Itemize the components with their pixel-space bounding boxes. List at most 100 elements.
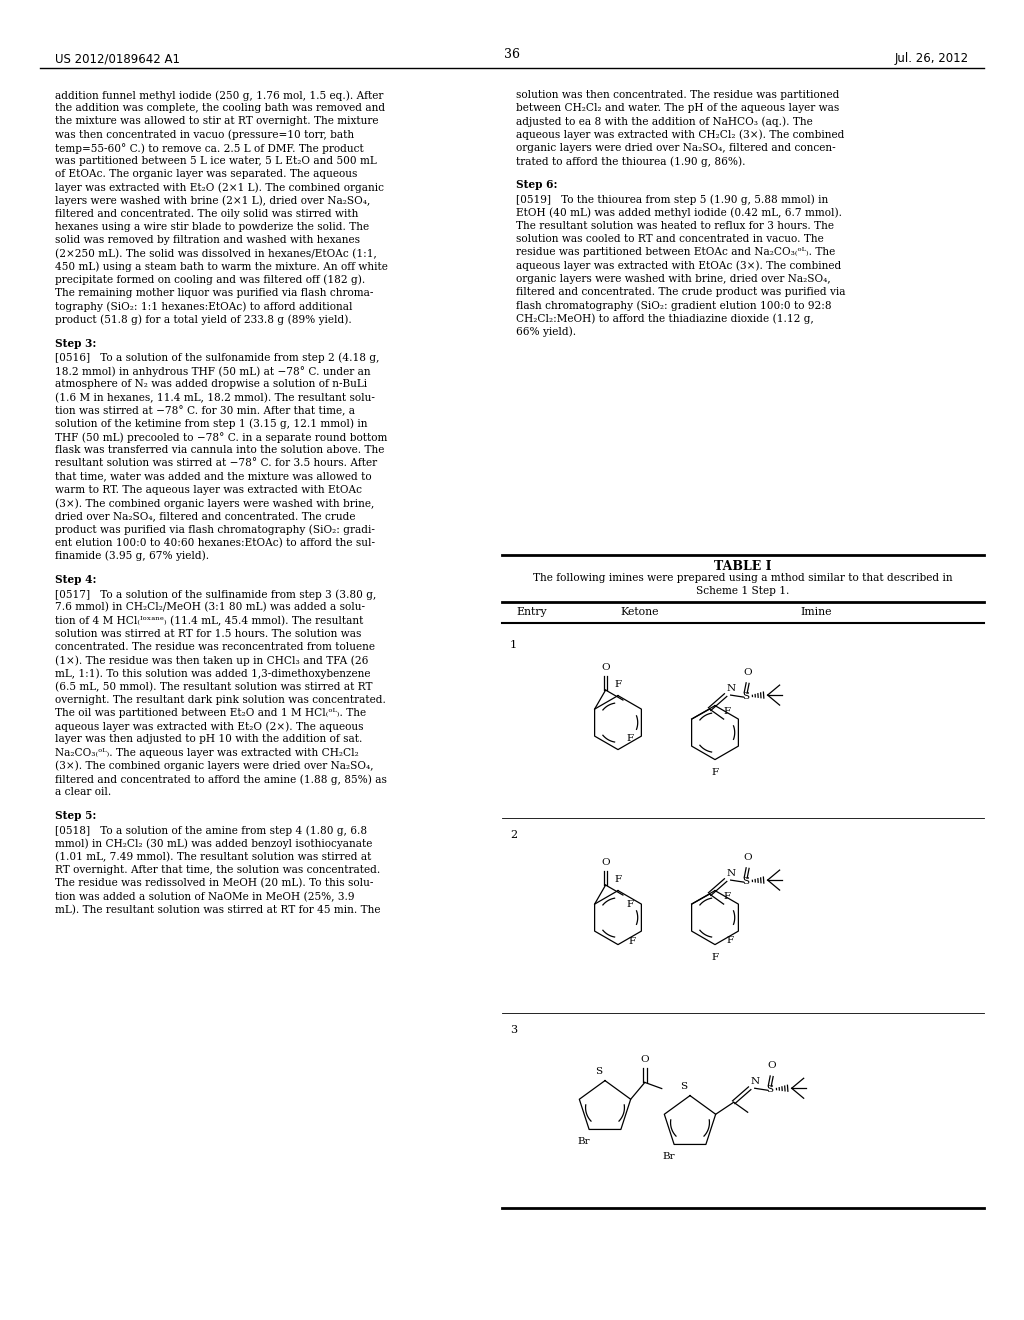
Text: [0516]   To a solution of the sulfonamide from step 2 (4.18 g,: [0516] To a solution of the sulfonamide … bbox=[55, 352, 379, 363]
Text: F: F bbox=[627, 734, 634, 743]
Text: 450 mL) using a steam bath to warm the mixture. An off white: 450 mL) using a steam bath to warm the m… bbox=[55, 261, 388, 272]
Text: tion of 4 M HCl₍ᴵᵒˣᵃⁿᵉ₎ (11.4 mL, 45.4 mmol). The resultant: tion of 4 M HCl₍ᴵᵒˣᵃⁿᵉ₎ (11.4 mL, 45.4 m… bbox=[55, 615, 364, 626]
Text: precipitate formed on cooling and was filtered off (182 g).: precipitate formed on cooling and was fi… bbox=[55, 275, 366, 285]
Text: layer was then adjusted to pH 10 with the addition of sat.: layer was then adjusted to pH 10 with th… bbox=[55, 734, 362, 744]
Text: dried over Na₂SO₄, filtered and concentrated. The crude: dried over Na₂SO₄, filtered and concentr… bbox=[55, 511, 355, 521]
Text: O: O bbox=[743, 668, 752, 677]
Text: F: F bbox=[614, 875, 622, 883]
Text: resultant solution was stirred at −78° C. for 3.5 hours. After: resultant solution was stirred at −78° C… bbox=[55, 458, 377, 469]
Text: organic layers were dried over Na₂SO₄, filtered and concen-: organic layers were dried over Na₂SO₄, f… bbox=[516, 143, 836, 153]
Text: was partitioned between 5 L ice water, 5 L Et₂O and 500 mL: was partitioned between 5 L ice water, 5… bbox=[55, 156, 377, 166]
Text: O: O bbox=[767, 1061, 776, 1071]
Text: solution was then concentrated. The residue was partitioned: solution was then concentrated. The resi… bbox=[516, 90, 840, 100]
Text: N: N bbox=[751, 1077, 760, 1086]
Text: residue was partitioned between EtOAc and Na₂CO₃₍ᵒᴸ₎. The: residue was partitioned between EtOAc an… bbox=[516, 247, 836, 257]
Text: Imine: Imine bbox=[800, 607, 831, 618]
Text: [0517]   To a solution of the sulfinamide from step 3 (3.80 g,: [0517] To a solution of the sulfinamide … bbox=[55, 589, 376, 599]
Text: 66% yield).: 66% yield). bbox=[516, 326, 577, 337]
Text: Step 6:: Step 6: bbox=[516, 180, 557, 190]
Text: filtered and concentrated. The crude product was purified via: filtered and concentrated. The crude pro… bbox=[516, 286, 846, 297]
Text: TABLE I: TABLE I bbox=[715, 560, 772, 573]
Text: (3×). The combined organic layers were dried over Na₂SO₄,: (3×). The combined organic layers were d… bbox=[55, 760, 374, 771]
Text: F: F bbox=[712, 953, 719, 961]
Text: layers were washed with brine (2×1 L), dried over Na₂SO₄,: layers were washed with brine (2×1 L), d… bbox=[55, 195, 371, 206]
Text: Step 3:: Step 3: bbox=[55, 338, 96, 348]
Text: temp=55-60° C.) to remove ca. 2.5 L of DMF. The product: temp=55-60° C.) to remove ca. 2.5 L of D… bbox=[55, 143, 364, 153]
Text: (1.6 M in hexanes, 11.4 mL, 18.2 mmol). The resultant solu-: (1.6 M in hexanes, 11.4 mL, 18.2 mmol). … bbox=[55, 392, 375, 403]
Text: The residue was redissolved in MeOH (20 mL). To this solu-: The residue was redissolved in MeOH (20 … bbox=[55, 878, 374, 888]
Text: the addition was complete, the cooling bath was removed and: the addition was complete, the cooling b… bbox=[55, 103, 385, 114]
Text: N: N bbox=[727, 684, 735, 693]
Text: mmol) in CH₂Cl₂ (30 mL) was added benzoyl isothiocyanate: mmol) in CH₂Cl₂ (30 mL) was added benzoy… bbox=[55, 838, 373, 849]
Text: solid was removed by filtration and washed with hexanes: solid was removed by filtration and wash… bbox=[55, 235, 360, 246]
Text: Br: Br bbox=[663, 1152, 676, 1162]
Text: solution was stirred at RT for 1.5 hours. The solution was: solution was stirred at RT for 1.5 hours… bbox=[55, 628, 361, 639]
Text: that time, water was added and the mixture was allowed to: that time, water was added and the mixtu… bbox=[55, 471, 372, 482]
Text: S: S bbox=[742, 692, 750, 701]
Text: finamide (3.95 g, 67% yield).: finamide (3.95 g, 67% yield). bbox=[55, 550, 209, 561]
Text: flask was transferred via cannula into the solution above. The: flask was transferred via cannula into t… bbox=[55, 445, 384, 455]
Text: F: F bbox=[712, 768, 719, 776]
Text: Ketone: Ketone bbox=[620, 607, 658, 618]
Text: [0518]   To a solution of the amine from step 4 (1.80 g, 6.8: [0518] To a solution of the amine from s… bbox=[55, 825, 368, 836]
Text: product was purified via flash chromatography (SiO₂: gradi-: product was purified via flash chromatog… bbox=[55, 524, 375, 535]
Text: warm to RT. The aqueous layer was extracted with EtOAc: warm to RT. The aqueous layer was extrac… bbox=[55, 484, 362, 495]
Text: solution was cooled to RT and concentrated in vacuo. The: solution was cooled to RT and concentrat… bbox=[516, 234, 823, 244]
Text: Entry: Entry bbox=[516, 607, 547, 618]
Text: product (51.8 g) for a total yield of 233.8 g (89% yield).: product (51.8 g) for a total yield of 23… bbox=[55, 314, 352, 325]
Text: The remaining mother liquor was purified via flash chroma-: The remaining mother liquor was purified… bbox=[55, 288, 374, 298]
Text: tion was stirred at −78° C. for 30 min. After that time, a: tion was stirred at −78° C. for 30 min. … bbox=[55, 405, 355, 416]
Text: S: S bbox=[766, 1085, 773, 1094]
Text: between CH₂Cl₂ and water. The pH of the aqueous layer was: between CH₂Cl₂ and water. The pH of the … bbox=[516, 103, 840, 114]
Text: Scheme 1 Step 1.: Scheme 1 Step 1. bbox=[696, 586, 790, 597]
Text: was then concentrated in vacuo (pressure=10 torr, bath: was then concentrated in vacuo (pressure… bbox=[55, 129, 354, 140]
Text: O: O bbox=[601, 663, 610, 672]
Text: S: S bbox=[742, 876, 750, 886]
Text: filtered and concentrated to afford the amine (1.88 g, 85%) as: filtered and concentrated to afford the … bbox=[55, 774, 387, 784]
Text: tography (SiO₂: 1:1 hexanes:EtOAc) to afford additional: tography (SiO₂: 1:1 hexanes:EtOAc) to af… bbox=[55, 301, 352, 312]
Text: aqueous layer was extracted with EtOAc (3×). The combined: aqueous layer was extracted with EtOAc (… bbox=[516, 260, 842, 271]
Text: The following imines were prepared using a mthod similar to that described in: The following imines were prepared using… bbox=[534, 573, 952, 583]
Text: 7.6 mmol) in CH₂Cl₂/MeOH (3:1 80 mL) was added a solu-: 7.6 mmol) in CH₂Cl₂/MeOH (3:1 80 mL) was… bbox=[55, 602, 365, 612]
Text: 3: 3 bbox=[510, 1024, 517, 1035]
Text: Step 4:: Step 4: bbox=[55, 574, 96, 585]
Text: EtOH (40 mL) was added methyl iodide (0.42 mL, 6.7 mmol).: EtOH (40 mL) was added methyl iodide (0.… bbox=[516, 207, 842, 218]
Text: F: F bbox=[723, 892, 730, 902]
Text: the mixture was allowed to stir at RT overnight. The mixture: the mixture was allowed to stir at RT ov… bbox=[55, 116, 379, 127]
Text: Jul. 26, 2012: Jul. 26, 2012 bbox=[895, 51, 969, 65]
Text: [0519]   To the thiourea from step 5 (1.90 g, 5.88 mmol) in: [0519] To the thiourea from step 5 (1.90… bbox=[516, 194, 828, 205]
Text: The resultant solution was heated to reflux for 3 hours. The: The resultant solution was heated to ref… bbox=[516, 220, 834, 231]
Text: (2×250 mL). The solid was dissolved in hexanes/EtOAc (1:1,: (2×250 mL). The solid was dissolved in h… bbox=[55, 248, 377, 259]
Text: (6.5 mL, 50 mmol). The resultant solution was stirred at RT: (6.5 mL, 50 mmol). The resultant solutio… bbox=[55, 681, 373, 692]
Text: (1×). The residue was then taken up in CHCl₃ and TFA (26: (1×). The residue was then taken up in C… bbox=[55, 655, 369, 665]
Text: organic layers were washed with brine, dried over Na₂SO₄,: organic layers were washed with brine, d… bbox=[516, 273, 830, 284]
Text: trated to afford the thiourea (1.90 g, 86%).: trated to afford the thiourea (1.90 g, 8… bbox=[516, 156, 745, 166]
Text: N: N bbox=[727, 869, 735, 878]
Text: of EtOAc. The organic layer was separated. The aqueous: of EtOAc. The organic layer was separate… bbox=[55, 169, 357, 180]
Text: The oil was partitioned between Et₂O and 1 M HCl₍ᵒᴸ₎. The: The oil was partitioned between Et₂O and… bbox=[55, 708, 367, 718]
Text: a clear oil.: a clear oil. bbox=[55, 787, 112, 797]
Text: Step 5:: Step 5: bbox=[55, 810, 96, 821]
Text: RT overnight. After that time, the solution was concentrated.: RT overnight. After that time, the solut… bbox=[55, 865, 380, 875]
Text: S: S bbox=[595, 1067, 602, 1076]
Text: F: F bbox=[629, 937, 635, 946]
Text: hexanes using a wire stir blade to powderize the solid. The: hexanes using a wire stir blade to powde… bbox=[55, 222, 369, 232]
Text: O: O bbox=[640, 1056, 649, 1064]
Text: F: F bbox=[614, 680, 622, 689]
Text: solution of the ketimine from step 1 (3.15 g, 12.1 mmol) in: solution of the ketimine from step 1 (3.… bbox=[55, 418, 368, 429]
Text: mL, 1:1). To this solution was added 1,3-dimethoxybenzene: mL, 1:1). To this solution was added 1,3… bbox=[55, 668, 371, 678]
Text: US 2012/0189642 A1: US 2012/0189642 A1 bbox=[55, 51, 180, 65]
Text: addition funnel methyl iodide (250 g, 1.76 mol, 1.5 eq.). After: addition funnel methyl iodide (250 g, 1.… bbox=[55, 90, 383, 100]
Text: mL). The resultant solution was stirred at RT for 45 min. The: mL). The resultant solution was stirred … bbox=[55, 904, 381, 915]
Text: Na₂CO₃₍ᵒᴸ₎. The aqueous layer was extracted with CH₂Cl₂: Na₂CO₃₍ᵒᴸ₎. The aqueous layer was extrac… bbox=[55, 747, 358, 758]
Text: 1: 1 bbox=[510, 640, 517, 649]
Text: CH₂Cl₂:MeOH) to afford the thiadiazine dioxide (1.12 g,: CH₂Cl₂:MeOH) to afford the thiadiazine d… bbox=[516, 313, 814, 323]
Text: ent elution 100:0 to 40:60 hexanes:EtOAc) to afford the sul-: ent elution 100:0 to 40:60 hexanes:EtOAc… bbox=[55, 537, 375, 548]
Text: O: O bbox=[601, 858, 610, 867]
Text: O: O bbox=[743, 853, 752, 862]
Text: 2: 2 bbox=[510, 829, 517, 840]
Text: (3×). The combined organic layers were washed with brine,: (3×). The combined organic layers were w… bbox=[55, 498, 374, 508]
Text: flash chromatography (SiO₂: gradient elution 100:0 to 92:8: flash chromatography (SiO₂: gradient elu… bbox=[516, 300, 831, 310]
Text: F: F bbox=[627, 900, 634, 908]
Text: aqueous layer was extracted with Et₂O (2×). The aqueous: aqueous layer was extracted with Et₂O (2… bbox=[55, 721, 364, 731]
